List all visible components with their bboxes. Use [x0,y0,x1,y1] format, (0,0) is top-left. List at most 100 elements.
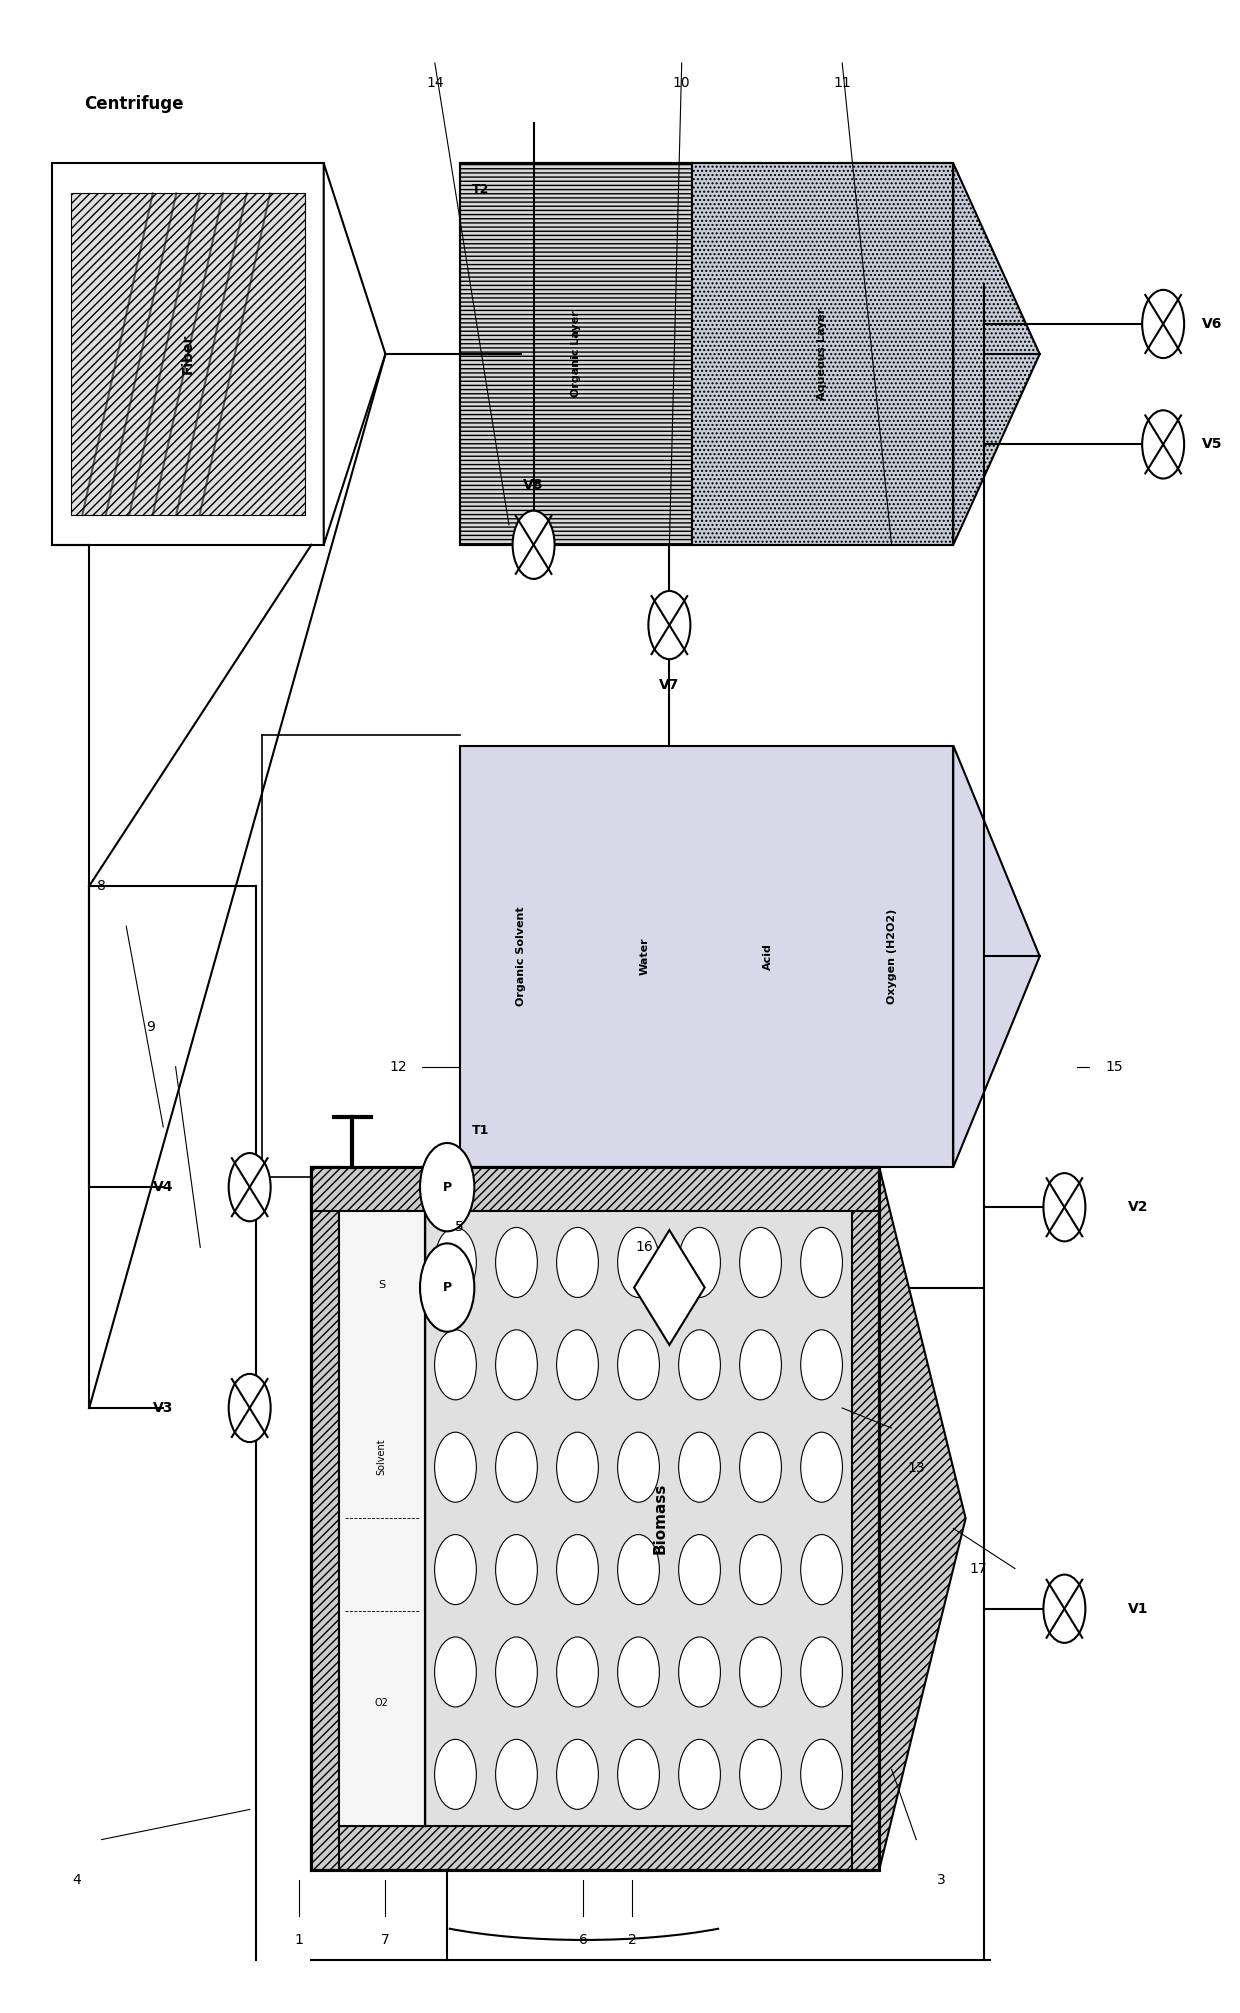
Text: 1: 1 [295,1932,304,1947]
Bar [311,1826,879,1870]
Text: V2: V2 [1128,1200,1148,1214]
Text: Biomass: Biomass [652,1484,667,1554]
Text: P: P [443,1182,451,1194]
Text: 7: 7 [381,1932,389,1947]
Ellipse shape [557,1637,599,1707]
Text: Solvent: Solvent [377,1439,387,1476]
Ellipse shape [740,1739,781,1810]
Text: P: P [443,1280,451,1294]
Polygon shape [634,1230,704,1345]
Polygon shape [954,745,1039,1168]
Ellipse shape [557,1431,599,1502]
Bar [71,193,305,515]
Ellipse shape [678,1637,720,1707]
Text: Fiber: Fiber [181,334,195,374]
Text: V8: V8 [523,477,544,491]
Text: Centrifuge: Centrifuge [84,95,184,113]
Ellipse shape [740,1331,781,1399]
Ellipse shape [801,1228,842,1298]
Text: 4: 4 [72,1872,81,1886]
Ellipse shape [496,1637,537,1707]
Ellipse shape [434,1637,476,1707]
Ellipse shape [618,1637,660,1707]
Text: T1: T1 [472,1123,490,1137]
Text: T2: T2 [472,183,490,197]
Bar [460,163,692,546]
Ellipse shape [678,1228,720,1298]
Text: 17: 17 [970,1562,987,1576]
Ellipse shape [618,1331,660,1399]
Ellipse shape [496,1534,537,1604]
Text: 16: 16 [636,1240,653,1254]
Ellipse shape [740,1637,781,1707]
Circle shape [649,592,691,658]
Ellipse shape [557,1331,599,1399]
Text: Water: Water [640,938,650,974]
Circle shape [1142,290,1184,358]
Text: 3: 3 [936,1872,945,1886]
Text: Acid: Acid [763,942,773,970]
Text: 11: 11 [833,76,851,91]
Bar [460,163,954,546]
Ellipse shape [434,1739,476,1810]
Ellipse shape [740,1228,781,1298]
Ellipse shape [434,1331,476,1399]
Bar [425,1212,852,1826]
Text: 14: 14 [427,76,444,91]
Bar [852,1168,879,1870]
Ellipse shape [496,1431,537,1502]
Ellipse shape [434,1228,476,1298]
Text: 13: 13 [908,1461,925,1476]
Ellipse shape [557,1739,599,1810]
Ellipse shape [496,1228,537,1298]
Circle shape [512,511,554,580]
Text: Organic Layer: Organic Layer [570,310,580,397]
Text: 6: 6 [579,1932,588,1947]
Bar [460,745,954,1168]
Circle shape [1043,1574,1085,1643]
Text: V6: V6 [1203,316,1223,330]
Bar [311,1168,879,1212]
Text: V5: V5 [1203,437,1223,451]
Text: 9: 9 [146,1019,155,1033]
Circle shape [1043,1174,1085,1242]
Circle shape [228,1153,270,1222]
Ellipse shape [678,1534,720,1604]
Text: 8: 8 [97,880,105,894]
Text: V3: V3 [153,1401,174,1415]
Bar [311,1168,339,1870]
Text: V4: V4 [153,1180,174,1194]
Circle shape [228,1373,270,1441]
Polygon shape [879,1168,966,1870]
Text: 2: 2 [627,1932,636,1947]
Polygon shape [324,163,386,546]
Text: Oxygen (H2O2): Oxygen (H2O2) [887,908,897,1004]
Text: 15: 15 [1105,1059,1122,1073]
Ellipse shape [496,1739,537,1810]
Ellipse shape [740,1534,781,1604]
Bar [52,163,324,546]
Ellipse shape [801,1431,842,1502]
Ellipse shape [434,1431,476,1502]
Ellipse shape [801,1534,842,1604]
Ellipse shape [618,1431,660,1502]
Ellipse shape [801,1637,842,1707]
Text: V7: V7 [660,678,680,692]
Text: 10: 10 [673,76,691,91]
Polygon shape [954,163,1039,546]
Ellipse shape [678,1739,720,1810]
Ellipse shape [740,1431,781,1502]
Circle shape [420,1244,475,1333]
Ellipse shape [678,1431,720,1502]
Ellipse shape [434,1534,476,1604]
Bar [692,163,954,546]
Text: S: S [378,1280,386,1290]
Bar [339,1212,425,1826]
Ellipse shape [678,1331,720,1399]
Ellipse shape [618,1534,660,1604]
Ellipse shape [557,1228,599,1298]
Text: V1: V1 [1128,1602,1148,1616]
Circle shape [1142,411,1184,479]
Circle shape [420,1143,475,1232]
Text: O2: O2 [374,1697,388,1707]
